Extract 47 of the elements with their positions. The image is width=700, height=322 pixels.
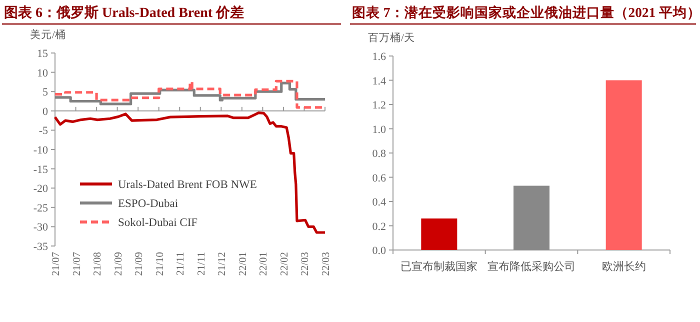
- y-tick-label: 1.6: [372, 51, 386, 63]
- y-tick-label: -10: [33, 144, 48, 156]
- x-tick-label: 22/03: [300, 252, 312, 276]
- x-tick-label: 21/08: [92, 252, 104, 276]
- x-tick-label: 22/03: [321, 252, 332, 276]
- y-tick-label: 15: [37, 48, 48, 60]
- x-tick-label: 22/01: [238, 252, 249, 276]
- y-tick-label: 0.6: [372, 172, 386, 184]
- y-axis-title: 美元/桶: [30, 28, 66, 41]
- y-tick-label: 10: [37, 67, 48, 80]
- x-tick-label: 21/10: [154, 252, 166, 276]
- x-tick-label: 21/09: [134, 252, 146, 276]
- legend-label: ESPO-Dubai: [118, 198, 178, 210]
- x-tick-label: 21/11: [196, 252, 208, 276]
- y-tick-label: -15: [33, 164, 48, 176]
- x-tick-label: 21/07: [72, 252, 83, 276]
- y-tick-label: -5: [38, 125, 48, 138]
- bar: [421, 218, 458, 250]
- x-tick-label: 欧洲长约: [602, 260, 646, 273]
- y-tick-label: -35: [33, 241, 48, 253]
- legend-label: Urals-Dated Brent FOB NWE: [118, 179, 257, 191]
- bar: [514, 186, 550, 250]
- x-tick-label: 已宣布制裁国家: [400, 260, 478, 273]
- y-tick-label: 5: [42, 86, 48, 99]
- y-axis-title: 百万桶/天: [368, 32, 415, 44]
- chart-title: 图表 6：俄罗斯 Urals-Dated Brent 价差: [4, 5, 244, 21]
- y-tick-label: 1.0: [372, 124, 386, 136]
- x-tick-label: 21/07: [51, 252, 62, 276]
- y-tick-label: -25: [33, 202, 48, 214]
- bar: [606, 80, 642, 250]
- y-tick-label: 0: [42, 106, 48, 118]
- y-tick-label: -30: [33, 222, 48, 234]
- y-tick-label: 0.4: [372, 196, 386, 208]
- x-tick-label: 21/09: [113, 252, 124, 276]
- y-tick-label: 1.4: [372, 75, 386, 88]
- y-tick-label: 0.2: [372, 220, 386, 233]
- y-tick-label: 1.2: [372, 100, 386, 112]
- x-tick-label: 22/02: [279, 252, 290, 276]
- x-tick-label: 21/11: [176, 252, 187, 276]
- legend-label: Sokol-Dubai CIF: [118, 217, 198, 229]
- y-tick-label: 0.8: [372, 148, 386, 160]
- y-tick-label: -20: [33, 183, 48, 196]
- chart-title: 图表 7：潜在受影响国家或企业俄油进口量（2021 平均）: [352, 4, 700, 20]
- x-tick-label: 21/12: [217, 252, 228, 276]
- y-tick-label: 0.0: [372, 245, 386, 257]
- x-tick-label: 宣布降低采购公司: [488, 260, 576, 273]
- x-tick-label: 22/01: [258, 252, 270, 276]
